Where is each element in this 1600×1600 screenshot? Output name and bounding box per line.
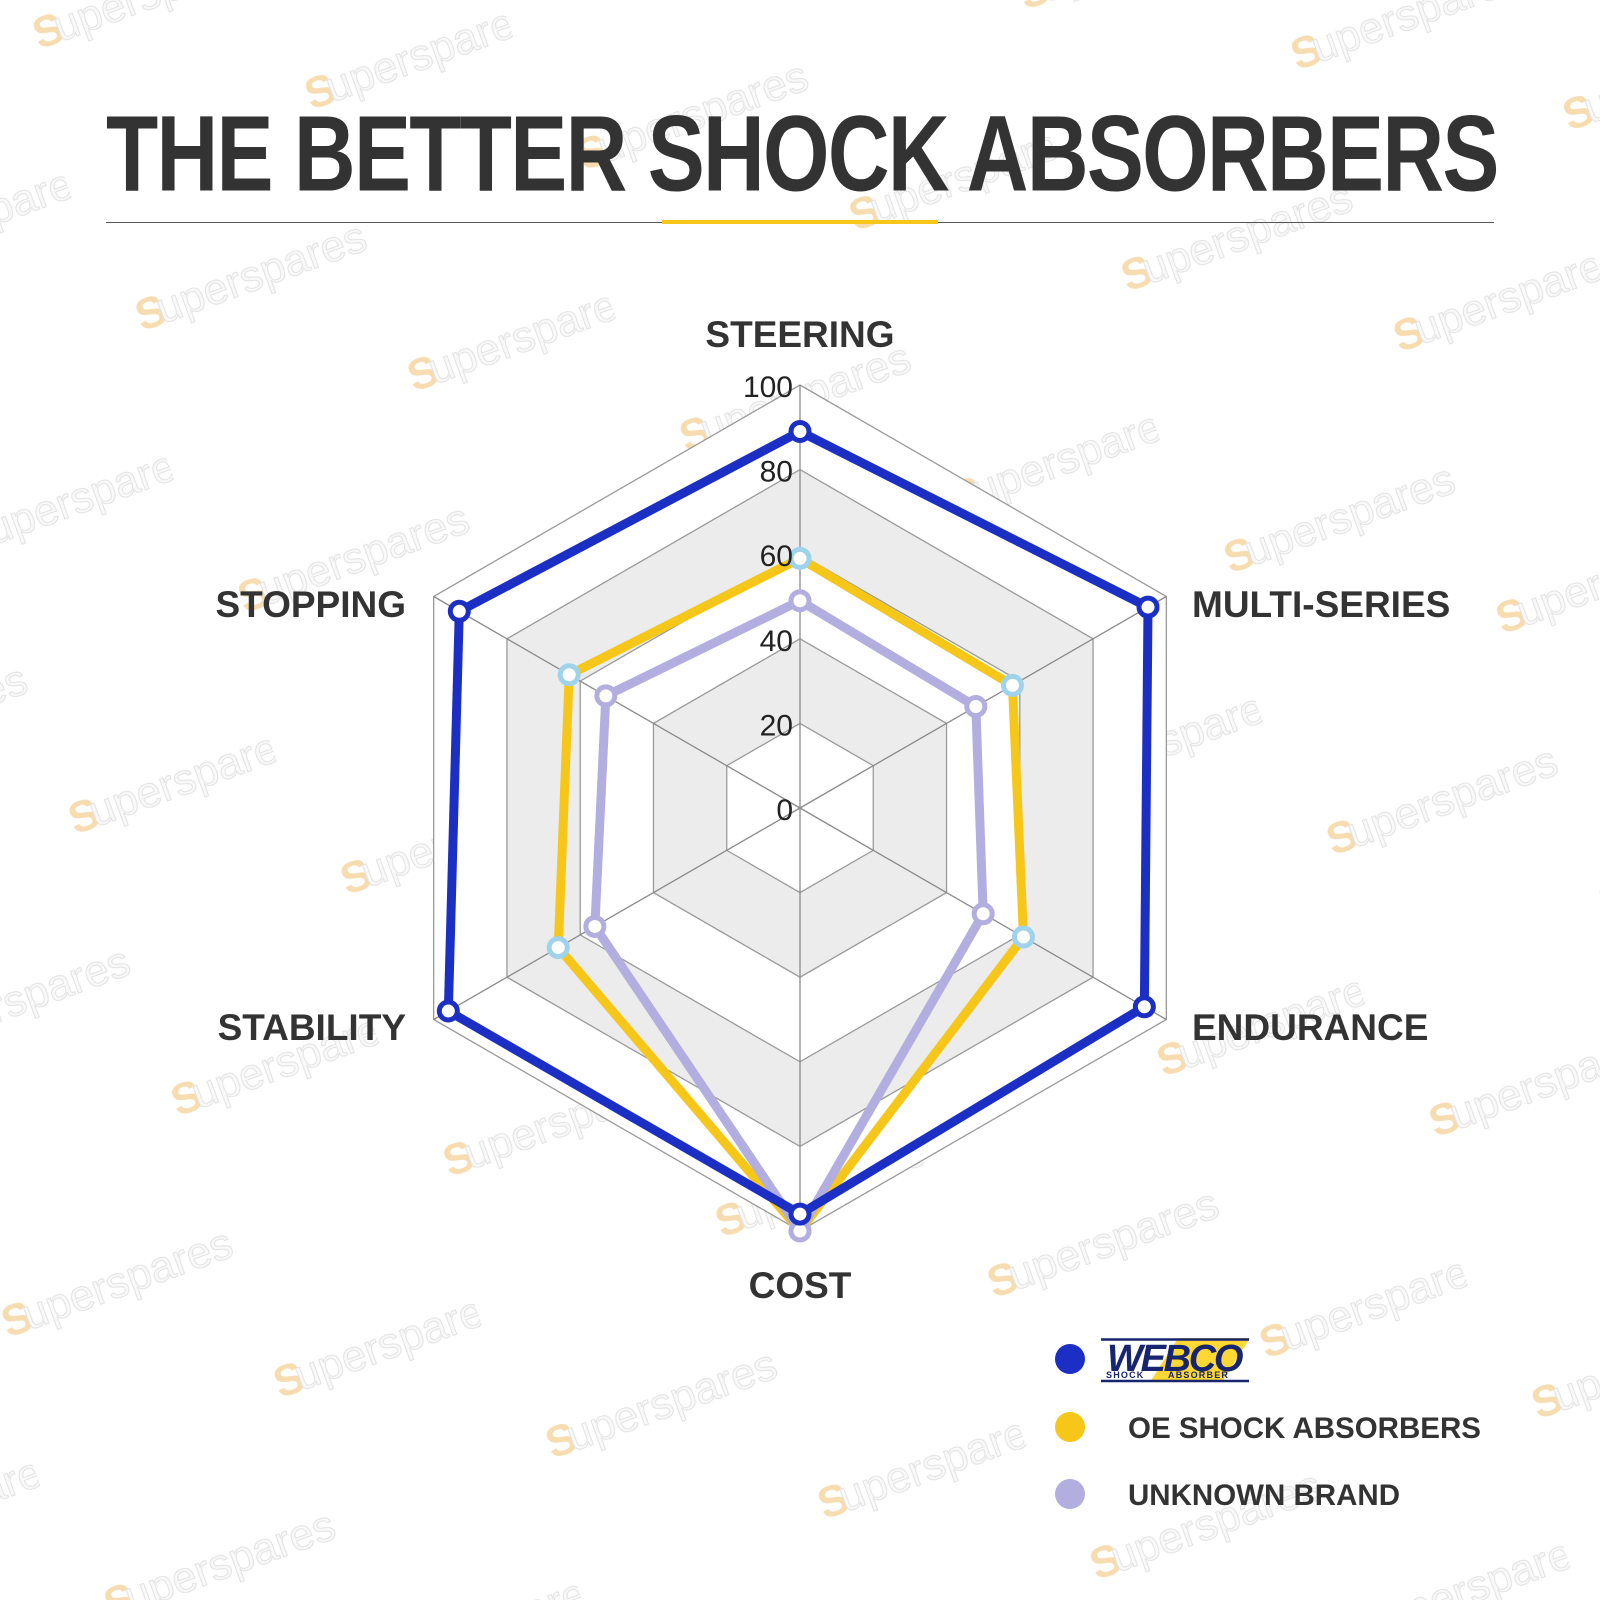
svg-text:20: 20 (760, 709, 793, 742)
svg-text:ABSORBER: ABSORBER (1168, 1370, 1229, 1380)
svg-text:SHOCK: SHOCK (1106, 1370, 1145, 1380)
svg-text:MULTI-SERIES: MULTI-SERIES (1192, 584, 1450, 625)
svg-text:40: 40 (760, 625, 793, 658)
svg-text:100: 100 (743, 371, 793, 404)
svg-text:STEERING: STEERING (705, 314, 894, 355)
svg-text:80: 80 (760, 456, 793, 489)
svg-text:60: 60 (760, 540, 793, 573)
svg-text:OE SHOCK ABSORBERS: OE SHOCK ABSORBERS (1128, 1412, 1481, 1445)
svg-text:COST: COST (749, 1265, 852, 1306)
svg-text:STOPPING: STOPPING (215, 584, 406, 625)
svg-text:0: 0 (776, 794, 793, 827)
svg-text:ENDURANCE: ENDURANCE (1192, 1007, 1428, 1048)
svg-text:UNKNOWN BRAND: UNKNOWN BRAND (1128, 1479, 1400, 1512)
svg-text:STABILITY: STABILITY (218, 1007, 407, 1048)
